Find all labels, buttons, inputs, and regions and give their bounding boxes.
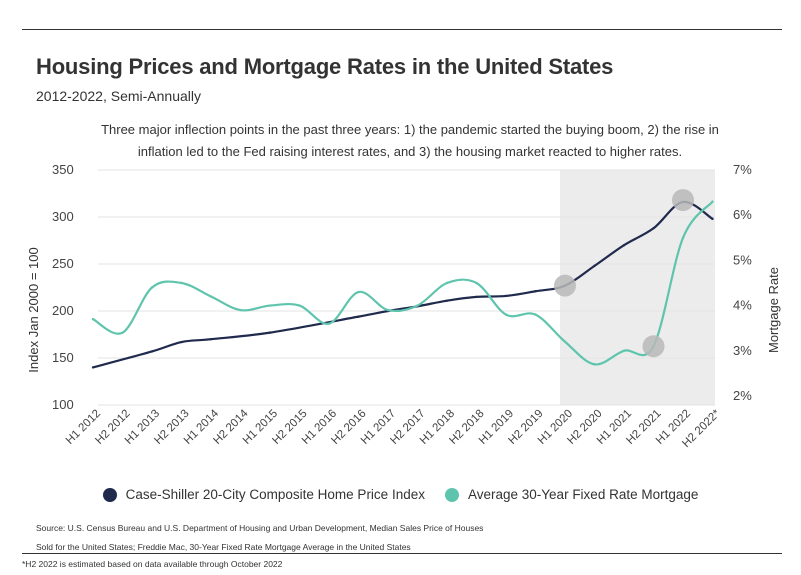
top-rule — [22, 29, 782, 30]
mortgage-data-point — [239, 308, 242, 312]
inflection-marker — [672, 189, 694, 212]
mortgage-data-point — [121, 331, 124, 334]
index-data-point — [593, 264, 596, 268]
chart-annotation: Three major inflection points in the pas… — [100, 119, 720, 163]
index-data-point — [357, 315, 360, 318]
mortgage-data-point — [563, 340, 567, 343]
mortgage-data-point — [298, 304, 301, 307]
legend-label-mortgage: Average 30-Year Fixed Rate Mortgage — [467, 487, 699, 502]
mortgage-data-point — [91, 317, 95, 321]
mortgage-data-point — [327, 322, 331, 325]
y-left-tick-label: 150 — [52, 350, 74, 365]
source-line-1: Source: U.S. Census Bureau and U.S. Depa… — [36, 523, 484, 533]
y-left-tick-label: 250 — [52, 256, 74, 271]
index-data-point — [534, 290, 537, 293]
mortgage-data-point — [180, 281, 183, 285]
mortgage-data-point — [416, 304, 419, 307]
index-data-point — [209, 338, 213, 341]
y-right-tick-label: 2% — [733, 388, 752, 403]
bottom-rule — [22, 553, 782, 554]
index-data-point — [652, 227, 655, 230]
mortgage-data-point — [445, 281, 449, 285]
index-data-point — [475, 295, 478, 299]
inflection-marker — [554, 274, 576, 297]
y-left-axis-title: Index Jan 2000 = 100 — [26, 247, 41, 372]
y-right-tick-label: 6% — [733, 207, 752, 222]
y-left-tick-label: 350 — [52, 162, 74, 177]
legend-marker-index — [102, 487, 117, 502]
mortgage-data-point — [209, 295, 213, 298]
annotation-line-2: inflation led to the Fed raising interes… — [137, 144, 683, 159]
chart-subtitle: 2012-2022, Semi-Annually — [36, 88, 201, 104]
mortgage-data-point — [386, 308, 390, 312]
mortgage-data-point — [593, 363, 596, 366]
y-left-tick-label: 100 — [52, 397, 74, 412]
legend: Case-Shiller 20-City Composite Home Pric… — [0, 487, 801, 502]
source-note: Source: U.S. Census Bureau and U.S. Depa… — [36, 519, 496, 557]
index-data-point — [711, 217, 714, 221]
y-right-tick-label: 7% — [733, 162, 752, 177]
y-left-tick-label: 300 — [52, 209, 74, 224]
annotation-line-1: Three major inflection points in the pas… — [101, 122, 719, 137]
mortgage-series-line — [92, 200, 714, 366]
y-right-tick-label: 4% — [733, 298, 752, 313]
index-data-point — [268, 331, 272, 334]
index-data-point — [91, 366, 95, 369]
legend-label-index: Case-Shiller 20-City Composite Home Pric… — [125, 487, 425, 502]
chart-area: 100 150 200 250 300 350 2% 3% 4% 5% 6% 7% Index Jan … — [26, 162, 781, 450]
y-right-axis-title: Mortgage Rate — [766, 267, 781, 353]
mortgage-data-point — [681, 236, 685, 239]
index-series-line — [92, 200, 714, 369]
y-right-tick-label: 3% — [733, 343, 752, 358]
index-data-point — [445, 299, 449, 302]
index-data-point — [504, 294, 508, 298]
mortgage-data-point — [357, 290, 360, 294]
mortgage-data-point — [711, 200, 714, 203]
mortgage-data-point — [150, 286, 154, 289]
inflection-marker — [642, 335, 665, 358]
legend-marker-mortgage — [444, 487, 459, 502]
index-data-point — [622, 244, 626, 247]
mortgage-data-point — [504, 313, 508, 316]
index-data-point — [150, 350, 154, 353]
index-data-point — [180, 340, 183, 344]
source-line-2: Sold for the United States; Freddie Mac,… — [36, 542, 411, 552]
mortgage-data-point — [534, 313, 537, 316]
mortgage-data-point — [622, 349, 626, 352]
footnote: *H2 2022 is estimated based on data avai… — [22, 559, 283, 569]
y-right-tick-label: 5% — [733, 252, 752, 267]
mortgage-data-point — [268, 304, 272, 307]
y-left-tick-label: 200 — [52, 303, 74, 318]
legend-item-index: Case-Shiller 20-City Composite Home Pric… — [102, 487, 425, 502]
legend-item-mortgage: Average 30-Year Fixed Rate Mortgage — [444, 487, 699, 502]
chart-title: Housing Prices and Mortgage Rates in the… — [36, 54, 614, 79]
mortgage-data-point — [475, 281, 478, 285]
